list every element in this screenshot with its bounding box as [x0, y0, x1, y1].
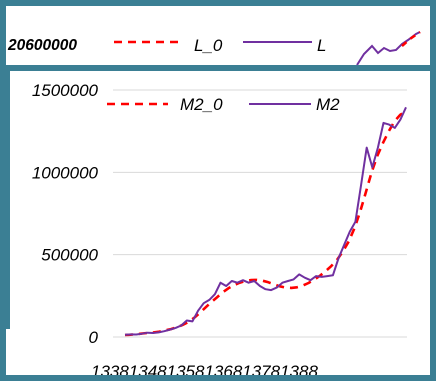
top-y-tick-label: 20600000	[8, 37, 77, 54]
main-chart-window: 0 500000 1000000 1500000 1338134813581368137…	[0, 65, 436, 381]
x-tick-labels: 133813481358136813781388	[91, 362, 318, 375]
y-tick-label: 500000	[41, 246, 98, 265]
legend-label-m2: M2	[316, 95, 340, 114]
top-chart-window: 20600000 L_0 L	[0, 0, 436, 65]
legend-label-l: L	[317, 36, 327, 55]
series-line-l0	[401, 30, 421, 47]
y-tick-label: 1500000	[32, 81, 99, 100]
series-line-m20	[124, 110, 407, 337]
legend-label-l0: L_0	[194, 36, 223, 55]
y-tick-label: 0	[89, 328, 99, 347]
legend-label-m20: M2_0	[180, 95, 223, 114]
series-line-l	[356, 31, 421, 65]
series-line-m2	[124, 106, 407, 336]
top-chart-canvas	[114, 30, 421, 65]
window-edge	[6, 71, 10, 329]
main-chart-canvas: 0 500000 1000000 1500000 1338134813581368137…	[32, 81, 407, 375]
y-tick-label: 1000000	[32, 163, 99, 182]
